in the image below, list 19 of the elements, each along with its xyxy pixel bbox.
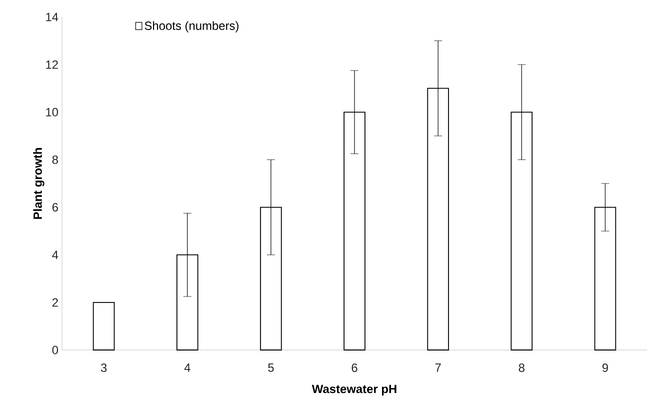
y-tick-label: 8: [52, 155, 58, 164]
x-tick-label: 7: [435, 364, 441, 372]
y-tick-label: 0: [52, 346, 58, 354]
x-tick-label: 9: [602, 364, 608, 372]
y-tick-label: 14: [46, 12, 58, 22]
x-tick-label: 4: [184, 364, 190, 372]
y-tick-label: 2: [52, 298, 58, 307]
bar: [92, 302, 115, 350]
x-tick-label: 3: [100, 364, 107, 372]
y-tick-label: 4: [52, 250, 58, 259]
x-tick-label: 5: [268, 364, 274, 372]
y-axis-title: Plant growth: [33, 148, 44, 219]
y-tick-label: 12: [46, 60, 58, 69]
y-tick-label: 10: [46, 108, 58, 116]
y-tick-label: 6: [52, 203, 58, 212]
x-tick-label: 8: [518, 364, 524, 372]
x-tick-label: 6: [352, 364, 358, 372]
x-axis-title: Wastewater pH: [312, 384, 396, 396]
legend-label: Shoots (numbers): [144, 21, 238, 32]
